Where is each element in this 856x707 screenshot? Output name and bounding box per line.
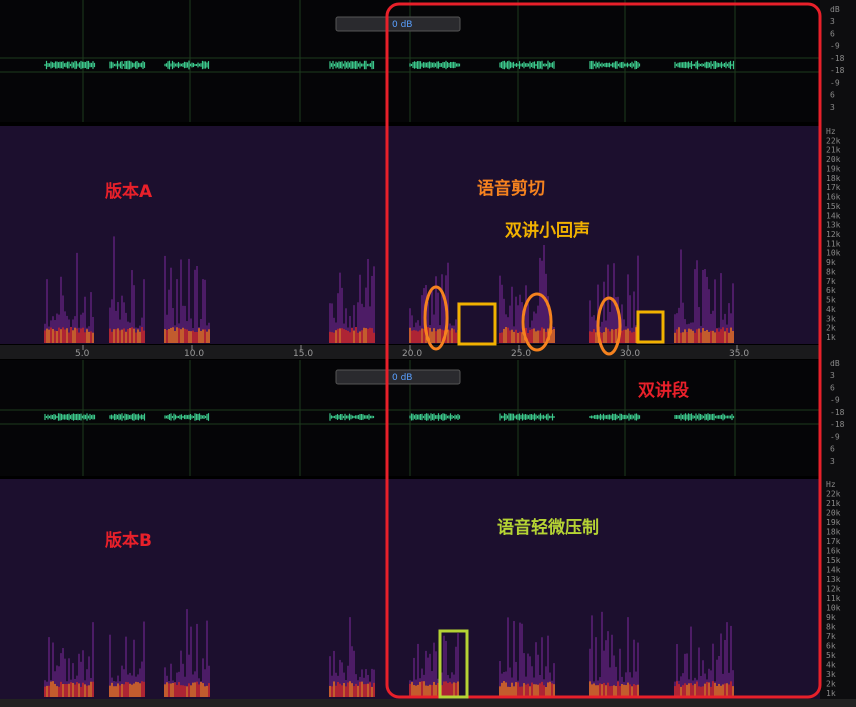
- hz-label: Hz: [826, 480, 836, 489]
- db-label: -18: [830, 54, 845, 63]
- annotation: 版本B: [105, 530, 152, 551]
- hz-label: 4k: [826, 661, 836, 670]
- volume-label: 0 dB: [392, 373, 412, 383]
- hz-label: 8k: [826, 623, 836, 632]
- hz-label: 5k: [826, 651, 836, 660]
- echo-marker: [636, 310, 665, 344]
- annotation: 版本A: [105, 181, 153, 202]
- db-label: 3: [830, 457, 835, 466]
- db-label: -18: [830, 408, 845, 417]
- cut-marker: [423, 285, 449, 351]
- hz-label: 15k: [826, 202, 841, 211]
- hz-label: 16k: [826, 547, 841, 556]
- hz-label: 11k: [826, 239, 841, 248]
- hz-label: 12k: [826, 230, 841, 239]
- hz-label: 5k: [826, 296, 836, 305]
- volume-label: 0 dB: [392, 20, 412, 30]
- ruler-label: 5.0: [75, 349, 90, 359]
- db-label: 6: [830, 445, 835, 454]
- hz-label: 17k: [826, 537, 841, 546]
- hz-label: 6k: [826, 642, 836, 651]
- suppression-marker: [438, 629, 469, 699]
- db-label: 6: [830, 29, 835, 38]
- hz-label: 20k: [826, 509, 841, 518]
- ruler-label: 15.0: [293, 349, 313, 359]
- toolbar: [0, 699, 856, 707]
- scale-column: [820, 0, 856, 707]
- hz-label: 22k: [826, 136, 841, 145]
- annotation: 双讲小回声: [505, 220, 590, 241]
- db-label: -9: [830, 78, 840, 87]
- hz-label: 16k: [826, 193, 841, 202]
- hz-label: 18k: [826, 174, 841, 183]
- ruler-label: 35.0: [729, 349, 749, 359]
- highlight-frame: [385, 2, 822, 699]
- hz-label: 12k: [826, 585, 841, 594]
- db-label: -9: [830, 396, 840, 405]
- hz-label: 11k: [826, 594, 841, 603]
- hz-label: 17k: [826, 183, 841, 192]
- hz-label: 15k: [826, 556, 841, 565]
- cut-marker: [596, 296, 622, 356]
- db-label: -9: [830, 42, 840, 51]
- echo-marker: [457, 302, 497, 346]
- db-label: -9: [830, 432, 840, 441]
- db-label: 3: [830, 17, 835, 26]
- hz-label: 2k: [826, 324, 836, 333]
- ruler-label: 20.0: [402, 349, 422, 359]
- hz-label: 4k: [826, 305, 836, 314]
- ruler-label: 10.0: [184, 349, 204, 359]
- volume-hud[interactable]: [335, 16, 461, 32]
- hz-label: 18k: [826, 528, 841, 537]
- hz-label: 21k: [826, 499, 841, 508]
- hz-label: 19k: [826, 518, 841, 527]
- hz-label: 10k: [826, 604, 841, 613]
- hz-label: 19k: [826, 164, 841, 173]
- hz-label: 21k: [826, 146, 841, 155]
- cut-marker: [521, 292, 553, 352]
- db-label: 3: [830, 371, 835, 380]
- db-label: 3: [830, 103, 835, 112]
- db-label: dB: [830, 5, 840, 14]
- hz-label: 10k: [826, 249, 841, 258]
- hz-label: 1k: [826, 333, 836, 342]
- db-label: dB: [830, 359, 840, 368]
- annotation: 双讲段: [638, 380, 689, 401]
- hz-label: 9k: [826, 613, 836, 622]
- annotation: 语音轻微压制: [497, 517, 599, 538]
- hz-label: 14k: [826, 566, 841, 575]
- volume-hud[interactable]: [335, 369, 461, 385]
- hz-label: 1k: [826, 689, 836, 698]
- db-label: -18: [830, 66, 845, 75]
- db-label: 6: [830, 383, 835, 392]
- annotation: 语音剪切: [477, 178, 545, 199]
- hz-label: 2k: [826, 680, 836, 689]
- hz-label: 6k: [826, 286, 836, 295]
- hz-label: 13k: [826, 221, 841, 230]
- db-label: -18: [830, 420, 845, 429]
- hz-label: Hz: [826, 127, 836, 136]
- hz-label: 20k: [826, 155, 841, 164]
- hz-label: 7k: [826, 277, 836, 286]
- spectrogram-panel-b: [0, 479, 820, 699]
- hz-label: 7k: [826, 632, 836, 641]
- hz-label: 3k: [826, 670, 836, 679]
- hz-label: 13k: [826, 575, 841, 584]
- hz-label: 14k: [826, 211, 841, 220]
- ruler-label: 30.0: [620, 349, 640, 359]
- ruler-label: 25.0: [511, 349, 531, 359]
- hz-label: 22k: [826, 490, 841, 499]
- hz-label: 8k: [826, 267, 836, 276]
- hz-label: 9k: [826, 258, 836, 267]
- db-label: 6: [830, 91, 835, 100]
- hz-label: 3k: [826, 314, 836, 323]
